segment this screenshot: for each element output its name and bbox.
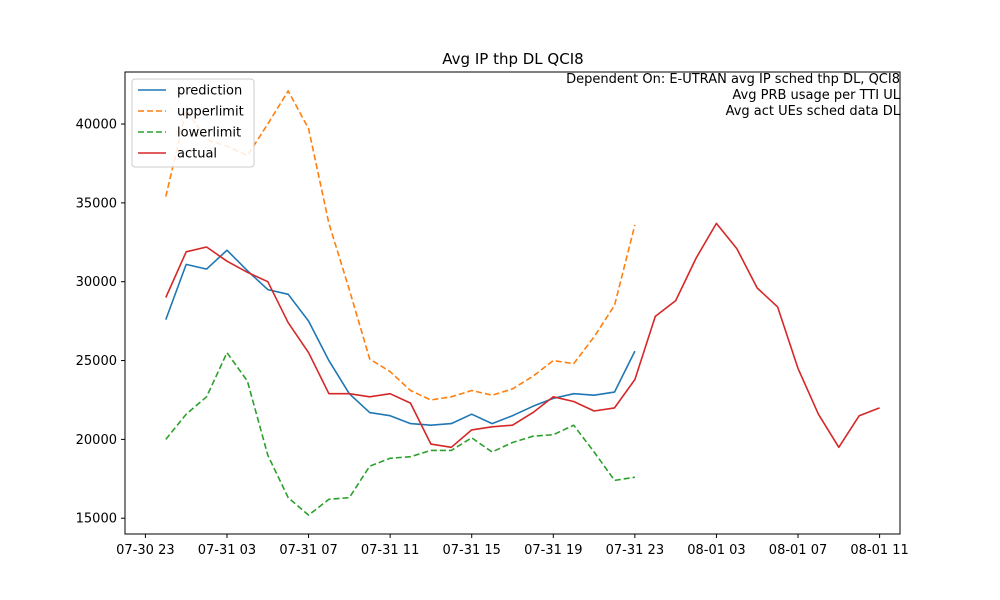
axes-frame <box>124 71 901 535</box>
legend-label-prediction: prediction <box>177 84 242 99</box>
x-tick-label: 08-01 07 <box>769 543 827 558</box>
chart-title: Avg IP thp DL QCI8 <box>442 50 583 68</box>
x-tick-label: 07-30 23 <box>116 543 174 558</box>
y-tick-label: 15000 <box>76 512 117 527</box>
x-tick-label: 08-01 03 <box>687 543 745 558</box>
y-tick-label: 20000 <box>76 433 117 448</box>
x-axis: 07-30 23 07-31 03 07-31 07 07-31 11 07-31 15… <box>116 534 909 558</box>
legend-frame <box>131 78 255 168</box>
x-tick-label: 08-01 11 <box>850 543 908 558</box>
y-axis: 15000 20000 25000 30000 35000 40000 <box>76 118 125 527</box>
y-tick-label: 25000 <box>76 354 117 369</box>
annotation-line: Avg act UEs sched data DL <box>726 104 901 119</box>
x-tick-label: 07-31 07 <box>279 543 337 558</box>
x-tick-label: 07-31 15 <box>442 543 500 558</box>
annotation-line: Dependent On: E-UTRAN avg IP sched thp D… <box>566 72 900 87</box>
legend-label-lowerlimit: lowerlimit <box>177 126 241 141</box>
x-tick-label: 07-31 03 <box>198 543 256 558</box>
series-line-actual <box>165 222 880 449</box>
x-tick-label: 07-31 23 <box>606 543 664 558</box>
y-tick-label: 30000 <box>76 275 117 290</box>
x-tick-label: 07-31 19 <box>524 543 582 558</box>
plot-area <box>165 90 880 516</box>
annotation-line: Avg PRB usage per TTI UL <box>732 88 900 103</box>
y-tick-label: 40000 <box>76 118 117 133</box>
legend: prediction upperlimit lowerlimit actual <box>131 78 255 168</box>
x-tick-label: 07-31 11 <box>361 543 419 558</box>
dependency-annotation: Dependent On: E-UTRAN avg IP sched thp D… <box>566 72 901 119</box>
legend-label-upperlimit: upperlimit <box>177 105 244 120</box>
series-line-lowerlimit <box>165 351 636 516</box>
legend-label-actual: actual <box>177 147 217 162</box>
y-tick-label: 35000 <box>76 196 117 211</box>
